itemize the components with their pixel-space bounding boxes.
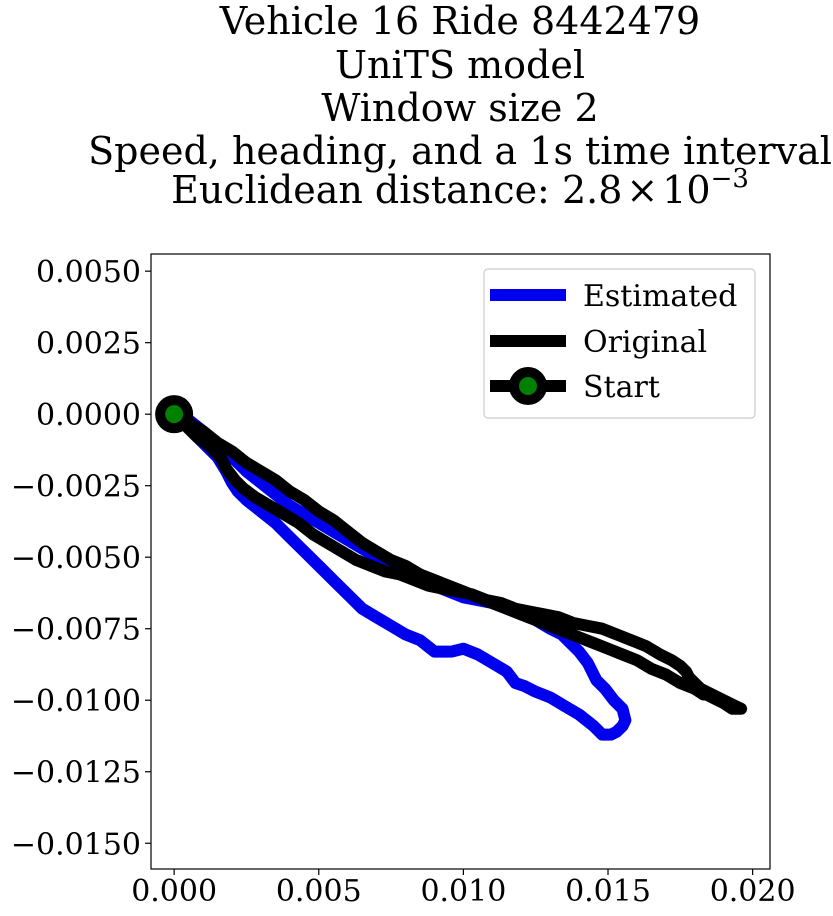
start-marker xyxy=(155,395,194,434)
x-tick-label: 0.000 xyxy=(131,874,217,909)
y-tick-label: −0.0075 xyxy=(11,613,141,648)
x-tick-label: 0.005 xyxy=(276,874,362,909)
y-tick-label: 0.0025 xyxy=(36,327,141,362)
legend-estimated-label: Estimated xyxy=(583,279,737,314)
title-distance-base: 10 xyxy=(662,168,710,212)
title-line-3: Window size 2 xyxy=(321,86,598,130)
title-distance-prefix: Euclidean distance: xyxy=(171,168,562,212)
legend-start-marker xyxy=(509,367,547,405)
plot-frame xyxy=(150,253,771,870)
legend-original-label: Original xyxy=(583,325,707,360)
y-tick-label: −0.0050 xyxy=(11,541,141,576)
legend: Estimated Original Start xyxy=(483,268,756,419)
axis-ticks: 0.000 0.005 0.010 0.015 0.020 0.0050 0.0025 0.0… xyxy=(11,255,796,909)
plot-area xyxy=(150,253,771,870)
legend-start-label: Start xyxy=(583,370,660,405)
title-line-1: Vehicle 16 Ride 8442479 xyxy=(219,0,700,43)
y-tick-label: −0.0025 xyxy=(11,470,141,505)
x-tick-label: 0.015 xyxy=(565,874,651,909)
title-distance-exponent: −3 xyxy=(711,164,749,194)
original-series-line xyxy=(168,408,748,715)
title-distance-line: Euclidean distance: 2.8 × 10−3 xyxy=(171,164,749,212)
chart-title: Vehicle 16 Ride 8442479 UniTS model Wind… xyxy=(88,0,832,212)
y-tick-label: 0.0050 xyxy=(36,255,141,290)
estimated-series-line xyxy=(168,408,632,741)
y-tick-label: −0.0125 xyxy=(11,756,141,791)
x-tick-label: 0.020 xyxy=(710,874,796,909)
title-line-2: UniTS model xyxy=(335,43,585,87)
y-tick-label: −0.0100 xyxy=(11,684,141,719)
title-distance-mantissa: 2.8 xyxy=(562,168,622,212)
series-group xyxy=(155,395,748,741)
y-tick-label: −0.0150 xyxy=(11,827,141,862)
y-tick-label: 0.0000 xyxy=(36,398,141,433)
title-distance-times: × xyxy=(626,168,658,212)
x-tick-label: 0.010 xyxy=(420,874,506,909)
title-line-4: Speed, heading, and a 1s time interval xyxy=(88,129,832,173)
